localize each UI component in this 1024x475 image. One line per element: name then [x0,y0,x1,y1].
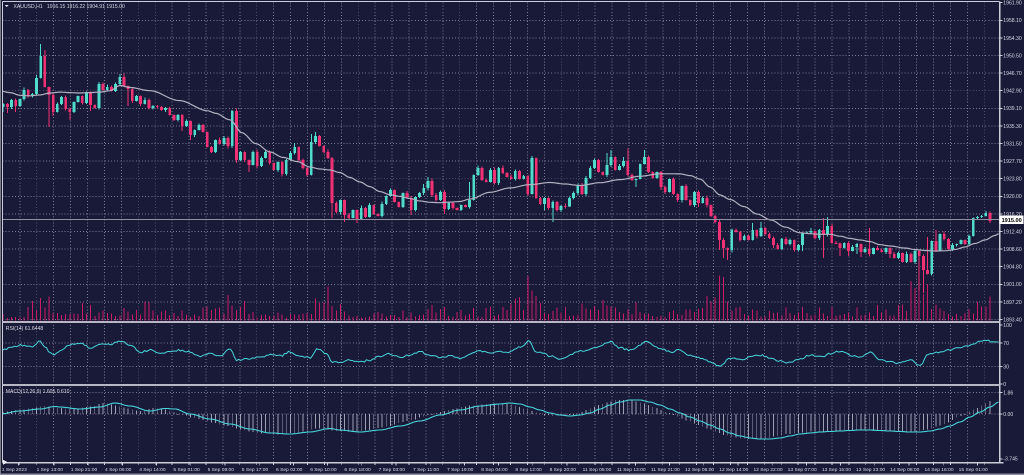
svg-text:100: 100 [1003,323,1012,329]
svg-text:6 Sep 18:00: 6 Sep 18:00 [344,467,371,473]
svg-text:1916.20: 1916.20 [1003,212,1022,218]
svg-text:6 Sep 02:00: 6 Sep 02:00 [276,467,303,473]
svg-text:1935.30: 1935.30 [1003,124,1022,130]
svg-text:1901.00: 1901.00 [1003,282,1022,288]
svg-text:8 Sep 20:00: 8 Sep 20:00 [550,467,577,473]
svg-text:MACD(12,26,9) 1.605 0.610: MACD(12,26,9) 1.605 0.610 [6,389,70,395]
svg-text:13 Sep 15:00: 13 Sep 15:00 [822,467,851,473]
svg-text:12 Sep 22:00: 12 Sep 22:00 [753,467,782,473]
svg-text:11 Sep 05:00: 11 Sep 05:00 [583,467,612,473]
svg-text:1908.60: 1908.60 [1003,247,1022,253]
svg-text:0: 0 [1003,382,1006,388]
svg-text:5 Sep 17:00: 5 Sep 17:00 [242,467,269,473]
svg-text:1931.50: 1931.50 [1003,141,1022,147]
svg-text:1958.10: 1958.10 [1003,18,1022,24]
svg-text:1942.90: 1942.90 [1003,89,1022,95]
svg-text:1915.00: 1915.00 [1002,218,1022,224]
svg-text:1 Sep 21:00: 1 Sep 21:00 [71,467,98,473]
svg-text:1920.00: 1920.00 [1003,194,1022,200]
svg-text:7 Sep 19:00: 7 Sep 19:00 [447,467,474,473]
svg-text:70: 70 [1003,341,1009,347]
svg-text:1897.20: 1897.20 [1003,300,1022,306]
svg-text:12 Sep 06:00: 12 Sep 06:00 [685,467,714,473]
svg-text:15 Sep 01:00: 15 Sep 01:00 [959,467,988,473]
svg-text:5 Sep 09:00: 5 Sep 09:00 [208,467,235,473]
svg-text:0.00: 0.00 [1003,412,1013,418]
svg-text:11 Sep 21:00: 11 Sep 21:00 [651,467,680,473]
svg-text:1.86: 1.86 [1003,391,1013,397]
svg-text:12 Sep 14:00: 12 Sep 14:00 [719,467,748,473]
svg-text:1923.80: 1923.80 [1003,177,1022,183]
svg-text:7 Sep 03:00: 7 Sep 03:00 [379,467,406,473]
svg-text:4 Sep 14:00: 4 Sep 14:00 [139,467,166,473]
svg-text:1939.10: 1939.10 [1003,106,1022,112]
svg-text:14 Sep 16:00: 14 Sep 16:00 [924,467,953,473]
svg-text:1954.30: 1954.30 [1003,36,1022,42]
svg-text:8 Sep 04:00: 8 Sep 04:00 [481,467,508,473]
svg-text:11 Sep 13:00: 11 Sep 13:00 [617,467,646,473]
svg-text:30: 30 [1003,364,1009,370]
svg-text:1946.70: 1946.70 [1003,71,1022,77]
svg-text:8 Sep 12:00: 8 Sep 12:00 [515,467,542,473]
svg-text:1912.40: 1912.40 [1003,229,1022,235]
svg-text:5 Sep 01:00: 5 Sep 01:00 [173,467,200,473]
svg-text:1893.40: 1893.40 [1003,317,1022,323]
svg-text:RSI(14) 61.6448: RSI(14) 61.6448 [6,326,44,332]
svg-text:1 Sep 2023: 1 Sep 2023 [2,467,27,473]
svg-text:1904.80: 1904.80 [1003,265,1022,271]
svg-text:1950.50: 1950.50 [1003,53,1022,59]
svg-text:-3.745: -3.745 [1003,457,1018,463]
svg-text:1961.90: 1961.90 [1003,1,1022,7]
svg-text:1 Sep 13:00: 1 Sep 13:00 [37,467,64,473]
svg-text:14 Sep 08:00: 14 Sep 08:00 [890,467,919,473]
svg-text:XAUUSD,H1 1916.15 1916.22 19: XAUUSD,H1 1916.15 1916.22 1904.91 1915.0… [14,4,125,10]
svg-text:4 Sep 06:00: 4 Sep 06:00 [105,467,132,473]
svg-text:7 Sep 11:00: 7 Sep 11:00 [413,467,439,473]
svg-text:13 Sep 07:00: 13 Sep 07:00 [788,467,817,473]
svg-text:1927.70: 1927.70 [1003,159,1022,165]
svg-text:6 Sep 10:00: 6 Sep 10:00 [310,467,337,473]
svg-text:13 Sep 23:00: 13 Sep 23:00 [856,467,885,473]
